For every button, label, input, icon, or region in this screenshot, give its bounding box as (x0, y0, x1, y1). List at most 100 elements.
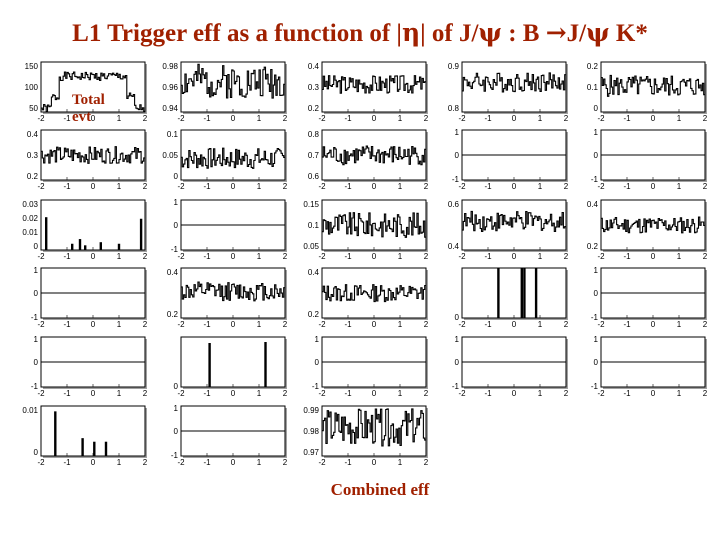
panel-r2-c3-ytick: 0.4 (448, 242, 460, 251)
panel-r0-c2-xtick: -1 (344, 114, 352, 123)
panel-r1-c4-xtick: 0 (651, 182, 656, 191)
panel-r0-c0-xtick: 0 (91, 114, 96, 123)
panel-r1-c1-frame (180, 129, 286, 181)
panel-r2-c2-ytick: 0.15 (303, 200, 319, 209)
panel-r5-c0-xtick: 2 (143, 458, 148, 467)
panel-r0-c3-ytick: 0.8 (448, 104, 460, 113)
panel-r4-c4-ytick: 0 (594, 358, 599, 367)
panel-r4-c0-xtick: -2 (37, 389, 45, 398)
panel-r3-c4-ytick: 0 (594, 289, 599, 298)
panel-r0-c2-xtick: 1 (398, 114, 403, 123)
panel-r0-c0-series-line (41, 71, 145, 113)
title-suffix: K* (609, 20, 648, 47)
panel-r4-c2: 10-1-2 -1 0 1 2 (312, 335, 429, 398)
panel-r3-c0-ytick: 1 (34, 266, 39, 275)
panel-r3-c0-xtick: -1 (63, 320, 71, 329)
panel-r2-c0-spike (71, 243, 74, 250)
panel-r4-c1-frame (180, 336, 286, 388)
panel-r3-c2-xtick: -2 (318, 320, 326, 329)
panel-r1-c1-ytick: 0.1 (167, 130, 179, 139)
panel-r0-c2-frame (321, 61, 427, 113)
panel-r4-c2-xtick: -1 (344, 389, 352, 398)
panel-r1-c3-xtick: 0 (512, 182, 517, 191)
panel-r1-c3-xtick: 2 (564, 182, 569, 191)
panel-r0-c0-xtick: 1 (117, 114, 122, 123)
panel-r4-c0-xtick: 1 (117, 389, 122, 398)
title-psi-2: ψ (586, 18, 610, 47)
title-arrow: → (545, 18, 567, 47)
panel-r1-c2-xtick: 0 (372, 182, 377, 191)
panel-r2-c0-ytick: 0.01 (22, 228, 38, 237)
panel-r5-c1-ytick: 1 (174, 404, 179, 413)
panel-r4-c1-spike (208, 343, 211, 387)
panel-r0-c0: 150 100 50-2 -1 0 1 2 (25, 61, 148, 123)
panel-r2-c0-xtick: -2 (37, 252, 45, 261)
total-evt-label-line1: Total (72, 92, 105, 108)
panel-r1-c3-xtick: -1 (484, 182, 492, 191)
panel-r0-c0-frame (40, 61, 146, 113)
panel-r2-c3: 0.6 0.4-2 -1 0 1 2 (448, 199, 569, 261)
panel-r2-c0-ytick: 0.03 (22, 200, 38, 209)
panel-r3-c4: 10-1-2 -1 0 1 2 (591, 266, 708, 329)
title-prefix: L1 Trigger eff as a function of | (72, 20, 402, 47)
panel-r5-c2-xtick: 1 (398, 458, 403, 467)
panel-r1-c3-ytick: -1 (452, 175, 460, 184)
panel-r4-c1-xtick: 1 (257, 389, 262, 398)
panel-r4-c3-ytick: 1 (455, 335, 460, 344)
panel-r1-c0-xtick: 0 (91, 182, 96, 191)
panel-r0-c3-series-line (462, 72, 566, 93)
panel-r5-c1-xtick: 2 (283, 458, 288, 467)
panel-r3-c1-xtick: 0 (231, 320, 236, 329)
panel-r3-c2-xtick: 1 (398, 320, 403, 329)
panel-r2-c4-ytick: 0.2 (587, 242, 599, 251)
panel-r4-c3-ytick: 0 (455, 358, 460, 367)
panel-r0-c3-xtick: -1 (484, 114, 492, 123)
panel-r5-c0-xtick: -2 (37, 458, 45, 467)
panel-r2-c2-xtick: -2 (318, 252, 326, 261)
panel-r2-c0-spike (45, 217, 48, 250)
panel-r1-c1-series-line (181, 147, 285, 169)
panel-r0-c1-ytick: 0.96 (162, 83, 178, 92)
panel-r1-c2-xtick: -1 (344, 182, 352, 191)
panel-r0-c1: 0.98 0.96 0.94-2 -1 0 1 2 (162, 61, 288, 123)
panel-r2-c4-xtick: 0 (651, 252, 656, 261)
panel-r4-c3-xtick: 1 (538, 389, 543, 398)
panel-r3-c2: 0.4 0.2-2 -1 0 1 2 (308, 267, 429, 329)
panel-r4-c4-xtick: 1 (677, 389, 682, 398)
panel-r0-c4-ytick: 0.1 (587, 83, 599, 92)
panel-r1-c4-ytick: 1 (594, 128, 599, 137)
panel-r0-c4: 0.20.10-2 -1 0 1 2 (587, 61, 708, 123)
panel-r2-c0: 0.030.020.010-2 -1 0 1 2 (22, 199, 148, 261)
panel-r5-c2-xtick: 0 (372, 458, 377, 467)
panel-r1-c0-xtick: -2 (37, 182, 45, 191)
panel-r4-c4-xtick: 0 (651, 389, 656, 398)
panel-r3-c1-ytick: 0.2 (167, 310, 179, 319)
panel-r1-c2-ytick: 0.8 (308, 130, 320, 139)
panel-r3-c2-ytick: 0.2 (308, 310, 320, 319)
panel-r3-c2-xtick: 2 (424, 320, 429, 329)
panel-r3-c0-ytick: 0 (34, 289, 39, 298)
panel-r0-c4-xtick: 2 (703, 114, 708, 123)
panel-r2-c0-xtick: 1 (117, 252, 122, 261)
panel-r3-c3-xtick: 2 (564, 320, 569, 329)
title-psi: ψ (478, 18, 502, 47)
panel-r2-c0-spike (99, 242, 102, 250)
panel-r2-c2-series-line (322, 212, 426, 238)
panel-r5-c2: 0.99 0.98 0.97-2 -1 0 1 2 (303, 405, 429, 467)
panel-r0-c0-xtick: -2 (37, 114, 45, 123)
panel-r4-c3: 10-1-2 -1 0 1 2 (452, 335, 569, 398)
panel-r2-c4-xtick: 1 (677, 252, 682, 261)
panel-r1-c4-xtick: 2 (703, 182, 708, 191)
panel-r3-c4-xtick: 0 (651, 320, 656, 329)
panel-r3-c0-xtick: 0 (91, 320, 96, 329)
panel-r0-c4-xtick: 0 (651, 114, 656, 123)
panel-r4-c0-xtick: -1 (63, 389, 71, 398)
panel-r5-c0-frame (40, 405, 146, 457)
panel-r2-c1-xtick: -1 (203, 252, 211, 261)
panel-r2-c4-xtick: 2 (703, 252, 708, 261)
panel-r1-c2-frame (321, 129, 427, 181)
panel-r1-c3-xtick: -2 (458, 182, 466, 191)
panel-r4-c2-ytick: 0 (315, 358, 320, 367)
panel-r1-c0-xtick: 2 (143, 182, 148, 191)
panel-r2-c3-xtick: 0 (512, 252, 517, 261)
